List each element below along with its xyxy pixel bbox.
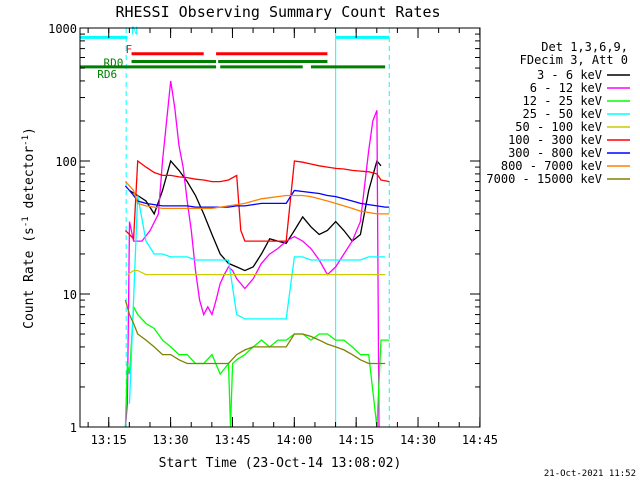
legend-header-line-1: Det 1,3,6,9, [541, 40, 628, 54]
y-tick-label: 1 [70, 421, 77, 435]
x-tick-label: 14:15 [338, 433, 374, 447]
y-axis-label-end: ) [22, 127, 37, 135]
legend-label: 100 - 300 keV [508, 133, 602, 147]
legend-header-line-2: FDecim 3, Att 0 [520, 53, 628, 67]
y-axis-label-exp1: -1 [21, 216, 31, 227]
legend-label: 3 - 6 keV [537, 68, 602, 82]
legend-label: 800 - 7000 keV [501, 159, 602, 173]
legend-label: 50 - 100 keV [515, 120, 602, 134]
legend: Det 1,3,6,9, FDecim 3, Att 0 3 - 6 keV6 … [486, 40, 630, 186]
y-axis-label-main: Count Rate (s [22, 227, 37, 329]
x-tick-label: 13:30 [153, 433, 189, 447]
legend-label: 6 - 12 keV [530, 81, 602, 95]
plot-frame [79, 27, 481, 428]
series-line-2 [124, 304, 390, 428]
x-axis-label: Start Time (23-Oct-14 13:08:02) [159, 456, 402, 471]
series-line-0 [129, 159, 382, 272]
legend-label: 12 - 25 keV [523, 94, 602, 108]
x-tick-label: 13:15 [91, 433, 127, 447]
y-tick-label: 10 [63, 288, 77, 302]
legend-label: 25 - 50 keV [523, 107, 602, 121]
series-line-6 [124, 185, 390, 208]
series-line-8 [124, 299, 386, 365]
state-bar-label-n: N [131, 24, 138, 37]
y-axis-label: Count Rate (s-1 detector-1) [21, 127, 37, 329]
axes-group: 13:15 13:30 13:45 14:00 14:15 14:30 14:45 1 10 10… [48, 22, 498, 447]
legend-label: 300 - 800 keV [508, 146, 602, 160]
y-tick-label: 100 [55, 155, 77, 169]
chart-title: RHESSI Observing Summary Count Rates [115, 3, 440, 21]
y-axis-label-mid: detector [22, 146, 37, 217]
state-bar-label-rd6: RD6 [97, 68, 117, 81]
y-axis-label-exp2: -1 [21, 135, 31, 146]
x-tick-label: 14:45 [462, 433, 498, 447]
x-tick-label: 14:30 [400, 433, 436, 447]
x-tick-label: 13:45 [214, 433, 250, 447]
legend-label: 7000 - 15000 keV [486, 172, 602, 186]
x-tick-label: 14:00 [276, 433, 312, 447]
series-line-5 [124, 159, 390, 242]
series-line-3 [128, 195, 386, 404]
series-group [124, 80, 390, 428]
series-line-4 [127, 269, 386, 276]
y-tick-label: 1000 [48, 22, 77, 36]
state-bar-label-f: F [126, 43, 133, 56]
footer-timestamp: 21-Oct-2021 11:52 [544, 469, 636, 479]
series-line-7 [124, 181, 390, 215]
